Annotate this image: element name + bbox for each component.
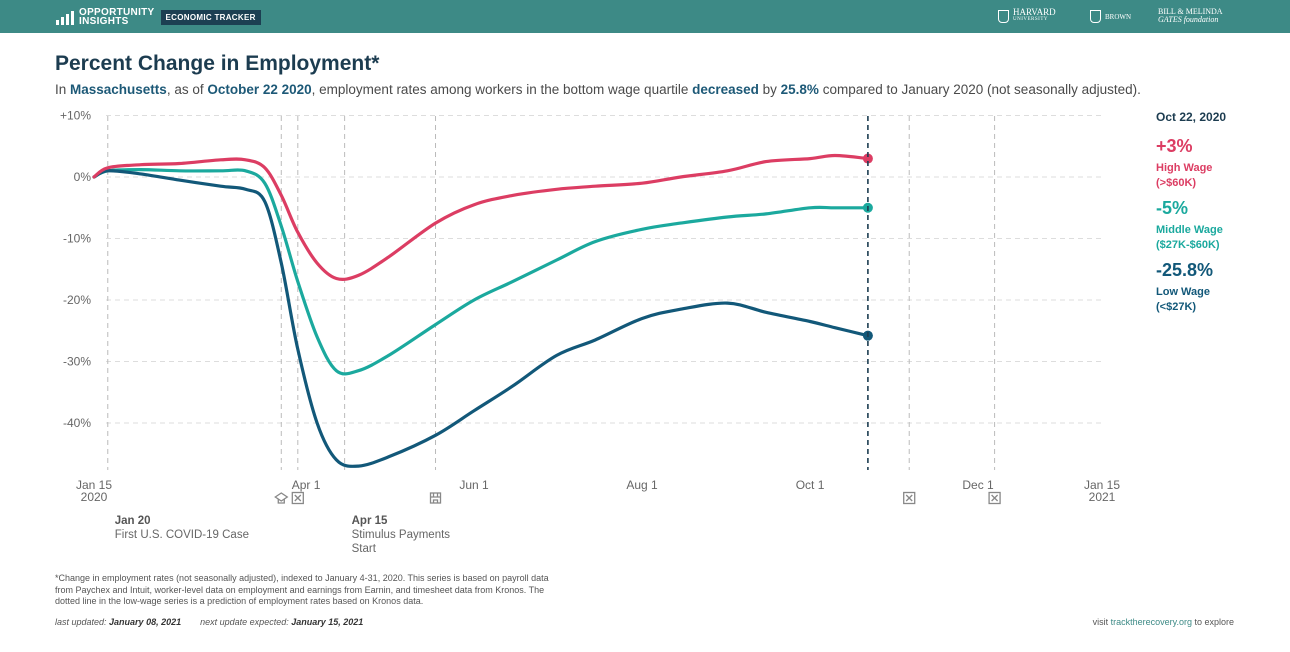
- middle-wage-legend-value: -5%: [1156, 198, 1188, 218]
- closure-cross: [294, 494, 302, 502]
- subtitle-direction: decreased: [692, 82, 759, 97]
- subtitle-date: October 22 2020: [207, 82, 312, 97]
- economic-tracker-badge[interactable]: ECONOMIC TRACKER: [160, 9, 261, 25]
- harvard-sub: UNIVERSITY: [1013, 17, 1048, 22]
- middle-wage-legend-name: Middle Wage: [1156, 224, 1223, 236]
- tracker-site-link[interactable]: tracktherecovery.org: [1110, 617, 1192, 627]
- x-tick-year-label: 2021: [1089, 490, 1116, 504]
- legend: Oct 22, 2020 +3% High Wage (>$60K) -5% Middle…: [1156, 110, 1226, 313]
- closure-cross: [991, 494, 999, 502]
- business-closure-icon[interactable]: [988, 491, 1001, 505]
- middle-wage-legend-range: ($27K-$60K): [1156, 239, 1220, 251]
- logo-bars-icon: [56, 9, 74, 25]
- store-awning: [430, 493, 441, 503]
- subtitle-amount: 25.8%: [780, 82, 819, 97]
- opportunity-insights-logo[interactable]: OPPORTUNITY INSIGHTS ECONOMIC TRACKER: [56, 6, 261, 28]
- logo-line1: OPPORTUNITY: [79, 7, 155, 18]
- logo-text: OPPORTUNITY INSIGHTS: [79, 7, 155, 27]
- visit-link-text: visit tracktherecovery.org to explore: [1093, 617, 1234, 627]
- series-lines[interactable]: [92, 153, 873, 468]
- update-info: last updated: January 08, 2021 next upda…: [55, 617, 363, 627]
- y-tick-label: -10%: [63, 232, 91, 246]
- harvard-logo: HARVARD UNIVERSITY: [998, 8, 1056, 24]
- x-tick-label: Jan 15: [1084, 478, 1120, 492]
- last-updated-date: January 08, 2021: [109, 617, 182, 627]
- school-cap-base: [277, 499, 285, 504]
- x-tick-label: Dec 1: [962, 478, 994, 492]
- closure-box: [903, 491, 916, 505]
- subtitle-part2: , as of: [166, 82, 208, 97]
- next-update-label: next update expected:: [200, 617, 292, 627]
- school-closure-icon[interactable]: [274, 492, 289, 504]
- event-icons[interactable]: [274, 491, 1001, 505]
- event-lines: [107, 116, 996, 470]
- annotation-text: Start: [352, 543, 377, 555]
- brown-logo: BROWN: [1090, 10, 1131, 23]
- high-wage-line[interactable]: [92, 153, 870, 281]
- store-reopening-icon[interactable]: [429, 492, 442, 504]
- subtitle-state[interactable]: Massachusetts: [70, 82, 167, 97]
- business-closure-icon[interactable]: [291, 491, 304, 505]
- gates-line2: GATES foundation: [1158, 15, 1219, 24]
- visit-post: to explore: [1191, 617, 1234, 627]
- harvard-crest-icon: [998, 9, 1009, 23]
- harvard-name: HARVARD: [1013, 7, 1056, 17]
- subtitle-part1: In: [55, 82, 71, 97]
- y-tick-label: -30%: [63, 355, 91, 369]
- annotation-date: Jan 20: [115, 515, 151, 527]
- store-frame: [429, 492, 442, 504]
- grid: [106, 115, 1102, 424]
- event-annotations: Jan 20 First U.S. COVID-19 Case Apr 15 Stim…: [115, 515, 451, 555]
- closure-cross: [905, 494, 913, 502]
- high-wage-legend-range: (>$60K): [1156, 177, 1196, 189]
- x-tick-year-label: 2020: [81, 490, 108, 504]
- school-cap-shape: [274, 492, 289, 502]
- subtitle-part4: by: [758, 82, 781, 97]
- last-updated-label: last updated:: [55, 617, 110, 627]
- visit-pre: visit: [1092, 617, 1111, 627]
- footnote: *Change in employment rates (not seasona…: [55, 573, 549, 606]
- y-tick-label: -40%: [63, 416, 91, 430]
- x-tick-label: Oct 1: [796, 478, 825, 492]
- business-closure-icon[interactable]: [903, 491, 916, 505]
- x-tick-label: Jan 15: [76, 478, 112, 492]
- current-date-label: Oct 22, 2020: [1156, 110, 1226, 124]
- y-tick-label: +10%: [60, 109, 91, 123]
- x-tick-label: Aug 1: [626, 478, 658, 492]
- low-wage-line[interactable]: [92, 169, 870, 468]
- high-wage-legend-name: High Wage: [1156, 162, 1212, 174]
- high-wage-legend-value: +3%: [1156, 136, 1193, 156]
- x-tick-label: Apr 1: [292, 478, 321, 492]
- top-bar: OPPORTUNITY INSIGHTS ECONOMIC TRACKER HA…: [0, 0, 1290, 33]
- brown-crest-icon: [1090, 10, 1101, 23]
- y-tick-label: -20%: [63, 293, 91, 307]
- annotation-text: Stimulus Payments: [352, 529, 451, 541]
- high-wage-endpoint[interactable]: [862, 153, 873, 164]
- brown-name: BROWN: [1105, 12, 1132, 21]
- gates-foundation-logo: BILL & MELINDA GATES foundation: [1158, 8, 1223, 24]
- x-tick-label: Jun 1: [459, 478, 489, 492]
- logo-line2: INSIGHTS: [79, 16, 129, 27]
- annotation-date: Apr 15: [352, 515, 388, 527]
- low-wage-legend-name: Low Wage: [1156, 286, 1210, 298]
- subtitle-part5: compared to January 2020 (not seasonally…: [818, 82, 1141, 97]
- closure-box: [988, 491, 1001, 505]
- middle-wage-line[interactable]: [92, 168, 870, 376]
- annotation-text: First U.S. COVID-19 Case: [115, 529, 249, 541]
- page-subtitle: In Massachusetts, as of October 22 2020,…: [55, 82, 1141, 97]
- closure-box: [291, 491, 304, 505]
- next-update-date: January 15, 2021: [291, 617, 364, 627]
- low-wage-legend-range: (<$27K): [1156, 301, 1196, 313]
- y-tick-label: 0%: [74, 170, 92, 184]
- low-wage-legend-value: -25.8%: [1156, 260, 1213, 280]
- gates-line1: BILL & MELINDA: [1158, 7, 1223, 16]
- page-title: Percent Change in Employment*: [55, 52, 380, 75]
- y-axis: +10% 0% -10% -20% -30% -40%: [60, 109, 91, 431]
- subtitle-part3: , employment rates among workers in the …: [311, 82, 693, 97]
